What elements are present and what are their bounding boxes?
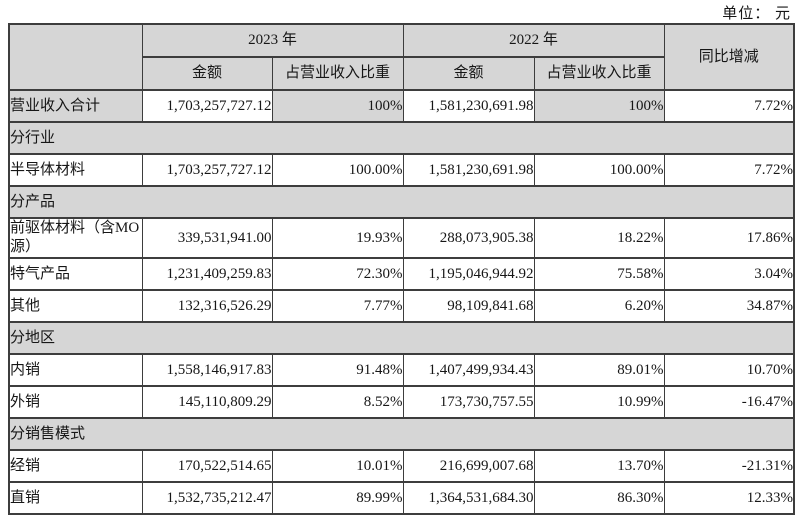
ratio-cell-2022: 86.30% <box>533 481 665 515</box>
ratio-cell-2022: 100% <box>533 89 665 123</box>
amount-2023-header: 金额 <box>141 56 273 91</box>
ratio-cell-2023: 19.93% <box>271 217 404 259</box>
row-label-cell: 营业收入合计 <box>8 89 143 123</box>
amount-cell-2022: 98,109,841.68 <box>402 289 535 323</box>
ratio-cell-2023: 100.00% <box>271 153 404 187</box>
row-label-cell: 其他 <box>8 289 143 323</box>
section-header-cell: 分销售模式 <box>8 417 795 451</box>
amount-cell-2022: 1,581,230,691.98 <box>402 153 535 187</box>
table-row-by-industry: 分行业 <box>8 121 795 155</box>
amount-cell-2023: 170,522,514.65 <box>141 449 273 483</box>
yoy-cell: 3.04% <box>663 257 795 291</box>
year-2022-header: 2022 年 <box>402 23 665 58</box>
yoy-cell: -21.31% <box>663 449 795 483</box>
amount-cell-2022: 1,195,046,944.92 <box>402 257 535 291</box>
amount-2022-header: 金额 <box>402 56 535 91</box>
amount-cell-2023: 145,110,809.29 <box>141 385 273 419</box>
unit-label: 单位： 元 <box>722 6 791 22</box>
ratio-cell-2022: 13.70% <box>533 449 665 483</box>
row-label-cell: 内销 <box>8 353 143 387</box>
header-row-metrics: 金额 占营业收入比重 金额 占营业收入比重 <box>9 56 794 91</box>
row-label-cell: 特气产品 <box>8 257 143 291</box>
row-label-cell: 经销 <box>8 449 143 483</box>
section-header-cell: 分行业 <box>8 121 795 155</box>
table-row-others: 其他 132,316,526.29 7.77% 98,109,841.68 6.20% 3… <box>8 289 795 323</box>
amount-cell-2023: 339,531,941.00 <box>141 217 273 259</box>
table-row-by-region: 分地区 <box>8 321 795 355</box>
amount-cell-2023: 132,316,526.29 <box>141 289 273 323</box>
header-row-years: 2023 年 2022 年 同比增减 <box>8 23 795 91</box>
ratio-cell-2022: 6.20% <box>533 289 665 323</box>
ratio-cell-2022: 18.22% <box>533 217 665 259</box>
ratio-cell-2023: 72.30% <box>271 257 404 291</box>
yoy-cell: 10.70% <box>663 353 795 387</box>
amount-cell-2023: 1,558,146,917.83 <box>141 353 273 387</box>
amount-cell-2022: 1,581,230,691.98 <box>402 89 535 123</box>
table-row-domestic-sales: 内销 1,558,146,917.83 91.48% 1,407,499,934.43… <box>8 353 795 387</box>
revenue-breakdown-table: 2023 年 2022 年 同比增减 金额 占营业收入比重 金额 占营业收入比重… <box>8 23 796 515</box>
amount-cell-2022: 1,364,531,684.30 <box>402 481 535 515</box>
amount-cell-2022: 216,699,007.68 <box>402 449 535 483</box>
yoy-cell: 7.72% <box>663 153 795 187</box>
yoy-cell: -16.47% <box>663 385 795 419</box>
ratio-2022-header: 占营业收入比重 <box>533 56 665 91</box>
corner-cell <box>8 23 143 91</box>
amount-cell-2023: 1,703,257,727.12 <box>141 153 273 187</box>
amount-cell-2022: 1,407,499,934.43 <box>402 353 535 387</box>
ratio-cell-2022: 89.01% <box>533 353 665 387</box>
ratio-cell-2022: 100.00% <box>533 153 665 187</box>
table-row-direct-sales: 直销 1,532,735,212.47 89.99% 1,364,531,684.30… <box>8 481 795 515</box>
section-header-cell: 分地区 <box>8 321 795 355</box>
ratio-cell-2023: 10.01% <box>271 449 404 483</box>
row-label-cell: 直销 <box>8 481 143 515</box>
ratio-cell-2023: 89.99% <box>271 481 404 515</box>
yoy-cell: 34.87% <box>663 289 795 323</box>
table-row-by-sales-model: 分销售模式 <box>8 417 795 451</box>
amount-cell-2022: 288,073,905.38 <box>402 217 535 259</box>
table-row-precursor-materials: 前驱体材料（含MO 源） 339,531,941.00 19.93% 288,073,… <box>8 217 795 259</box>
yoy-cell: 7.72% <box>663 89 795 123</box>
amount-cell-2023: 1,231,409,259.83 <box>141 257 273 291</box>
table-row-export-sales: 外销 145,110,809.29 8.52% 173,730,757.55 10.99… <box>8 385 795 419</box>
table-row-distribution-sales: 经销 170,522,514.65 10.01% 216,699,007.68 13.7… <box>8 449 795 483</box>
ratio-cell-2023: 91.48% <box>271 353 404 387</box>
amount-cell-2023: 1,532,735,212.47 <box>141 481 273 515</box>
ratio-cell-2022: 10.99% <box>533 385 665 419</box>
table-row-special-gas-products: 特气产品 1,231,409,259.83 72.30% 1,195,046,944.… <box>8 257 795 291</box>
section-header-cell: 分产品 <box>8 185 795 219</box>
yoy-cell: 17.86% <box>663 217 795 259</box>
row-label-cell: 前驱体材料（含MO 源） <box>8 217 143 259</box>
ratio-cell-2023: 8.52% <box>271 385 404 419</box>
amount-cell-2023: 1,703,257,727.12 <box>141 89 273 123</box>
amount-cell-2022: 173,730,757.55 <box>402 385 535 419</box>
ratio-cell-2023: 7.77% <box>271 289 404 323</box>
ratio-2023-header: 占营业收入比重 <box>271 56 404 91</box>
table-body: 营业收入合计 1,703,257,727.12 100% 1,581,230,691.… <box>8 89 795 515</box>
table-row-by-product: 分产品 <box>8 185 795 219</box>
row-label-cell: 外销 <box>8 385 143 419</box>
year-2023-header: 2023 年 <box>141 23 404 58</box>
ratio-cell-2023: 100% <box>271 89 404 123</box>
table-row-total-revenue: 营业收入合计 1,703,257,727.12 100% 1,581,230,691.… <box>8 89 795 123</box>
ratio-cell-2022: 75.58% <box>533 257 665 291</box>
table-row-semiconductor-materials: 半导体材料 1,703,257,727.12 100.00% 1,581,230,69… <box>8 153 795 187</box>
yoy-change-header: 同比增减 <box>663 23 795 91</box>
yoy-cell: 12.33% <box>663 481 795 515</box>
row-label-cell: 半导体材料 <box>8 153 143 187</box>
